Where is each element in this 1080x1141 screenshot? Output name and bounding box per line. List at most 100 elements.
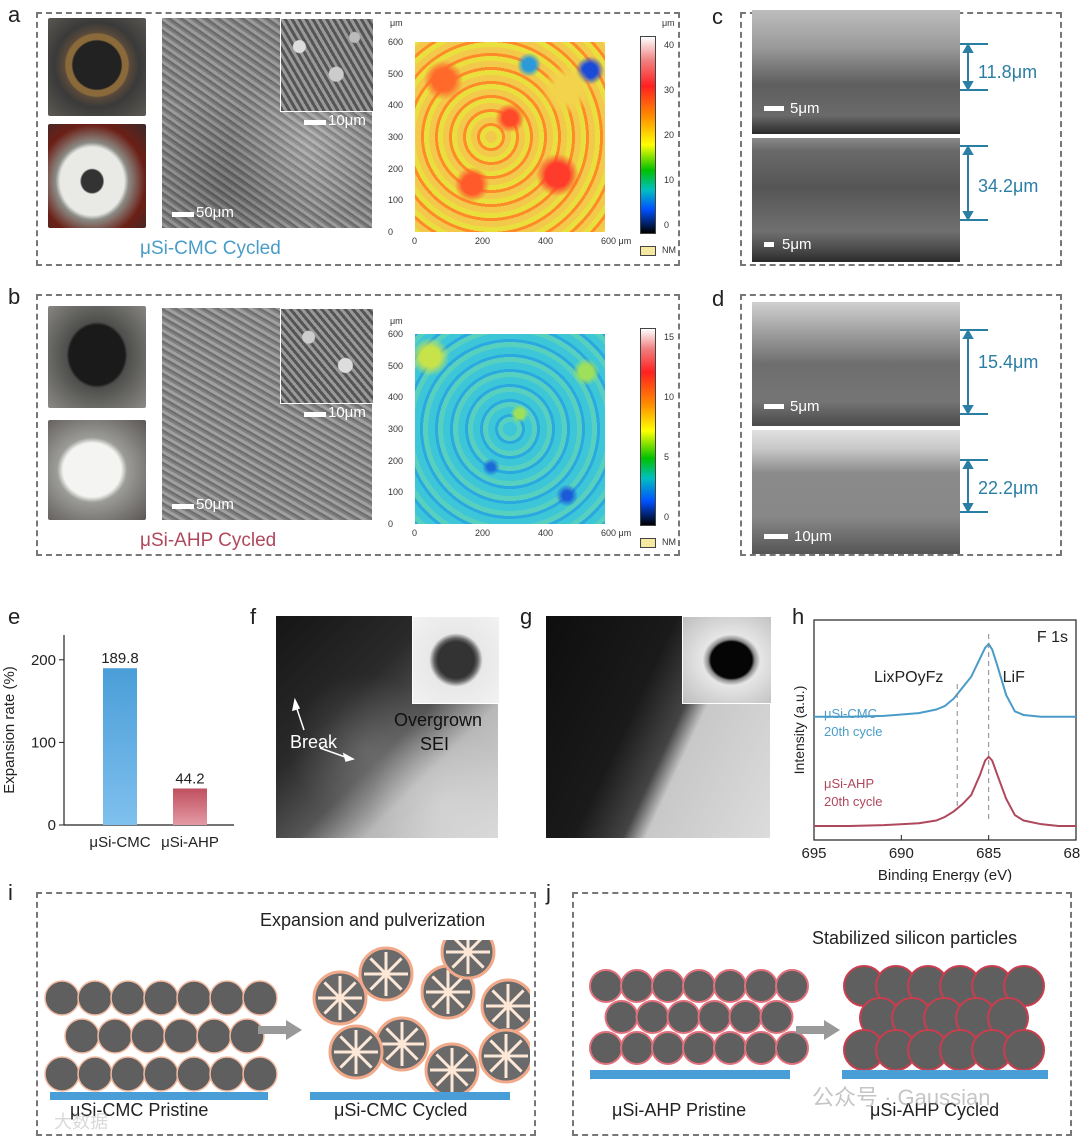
h-series-line	[814, 755, 1076, 827]
tem-inset-cmc	[412, 616, 500, 704]
map-xtick: 0	[412, 528, 418, 538]
crack	[489, 1039, 508, 1058]
particle	[130, 1018, 166, 1054]
h-peak-label: F 1s	[1037, 629, 1068, 646]
particle	[744, 969, 778, 1003]
cbar-tick: 40	[664, 40, 675, 50]
particle	[64, 1018, 100, 1054]
particle	[242, 1056, 278, 1092]
scale-text-inset-cmc: 10μm	[328, 112, 366, 129]
particle	[775, 1031, 809, 1065]
particle	[651, 1031, 685, 1065]
particle	[682, 1031, 716, 1065]
particle	[713, 1031, 747, 1065]
e-value-label: 44.2	[175, 770, 204, 787]
e-ytick-label: 200	[31, 652, 56, 669]
thickness-d-bottom: 22.2μm	[978, 478, 1039, 498]
break-arrows	[292, 697, 355, 762]
h-ahp-cycle: 20th cycle	[824, 794, 883, 809]
panel-i-frame	[36, 892, 536, 1136]
nm-label-b: NM	[662, 537, 676, 547]
particle	[196, 1018, 232, 1054]
scale-text-c-bottom: 5μm	[782, 236, 812, 253]
colorbar-a	[640, 36, 656, 234]
crack	[453, 940, 470, 954]
map-xtick: 400	[538, 236, 554, 246]
crack	[491, 1004, 510, 1023]
cbar-tick: 10	[664, 175, 675, 185]
panel-d-frame	[740, 294, 1062, 556]
map-xtick: 200	[475, 528, 491, 538]
h-series-line	[814, 642, 1076, 718]
arrow	[796, 1020, 840, 1040]
map-ytick: 600	[388, 329, 404, 339]
e-category-label: μSi-CMC	[89, 834, 150, 851]
map-ytick: 200	[388, 455, 404, 466]
h-lipo-label: LixPOyFz	[874, 669, 943, 686]
map-xtick: 0	[412, 236, 418, 246]
particle	[604, 1000, 639, 1034]
particle	[713, 969, 747, 1003]
crack	[466, 940, 483, 954]
crack	[450, 1053, 469, 1072]
particle	[242, 980, 278, 1016]
map-unit-b: μm	[390, 316, 403, 326]
particle	[589, 1031, 623, 1065]
panel-label-i: i	[8, 880, 13, 905]
e-bar	[173, 788, 207, 825]
cross-section-c-top	[752, 10, 960, 134]
sem-image-ahp	[162, 308, 372, 520]
particle	[143, 1056, 179, 1092]
current-collector	[310, 1092, 510, 1100]
scalebar-c-top	[764, 106, 784, 111]
nm-swatch-b	[640, 538, 656, 548]
pulverization-diagram	[44, 940, 530, 1100]
thickness-c-bottom: 34.2μm	[978, 176, 1039, 196]
sem-inset-ahp	[280, 308, 374, 404]
particle	[759, 1000, 794, 1034]
particle	[176, 980, 212, 1016]
crack	[369, 972, 388, 991]
particle	[651, 969, 685, 1003]
crack	[435, 1053, 454, 1072]
particle	[209, 980, 245, 1016]
scale-text-inset-ahp: 10μm	[328, 404, 366, 421]
scale-text-sem-cmc: 50μm	[196, 204, 234, 221]
crack	[338, 981, 357, 1000]
tem-inset-ahp	[682, 616, 772, 704]
thickness-arrows-c	[960, 42, 988, 222]
cbar-tick: 0	[664, 220, 670, 230]
particle	[635, 1000, 670, 1034]
panel-label-e: e	[8, 604, 21, 629]
particle	[209, 1056, 245, 1092]
map-ytick: 300	[388, 132, 404, 142]
separator-photo-ahp	[48, 420, 146, 520]
crack	[446, 975, 465, 994]
electrode-photo-ahp	[48, 306, 146, 408]
thickness-c-top: 11.8μm	[978, 62, 1038, 82]
map-ytick: 300	[388, 424, 404, 434]
h-cmc-label: μSi-CMC	[824, 706, 877, 721]
panel-label-j: j	[546, 880, 551, 905]
crack	[506, 989, 525, 1008]
scale-text-d-bottom: 10μm	[794, 528, 832, 545]
map-xtick: 400	[538, 528, 554, 538]
map-ytick: 400	[388, 100, 404, 111]
h-xtick-label: 685	[976, 845, 1001, 862]
caption-i-left: μSi-CMC Pristine	[70, 1100, 209, 1120]
nm-swatch-a	[640, 246, 656, 256]
watermark: 公众号 · Gaussian	[812, 1085, 991, 1110]
particle	[744, 1031, 778, 1065]
map-ytick: 100	[388, 487, 404, 498]
crack	[491, 989, 510, 1008]
caption-i-right: μSi-CMC Cycled	[334, 1100, 468, 1120]
scalebar-c-bottom	[764, 242, 774, 247]
crack	[431, 990, 450, 1009]
particle	[682, 969, 716, 1003]
particle	[697, 1000, 732, 1034]
thickness-arrows-d	[960, 328, 988, 514]
h-ylabel: Intensity (a.u.)	[791, 686, 807, 775]
arrow	[258, 1020, 302, 1040]
cross-section-c-bottom	[752, 138, 960, 262]
panel-label-h: h	[792, 604, 805, 629]
